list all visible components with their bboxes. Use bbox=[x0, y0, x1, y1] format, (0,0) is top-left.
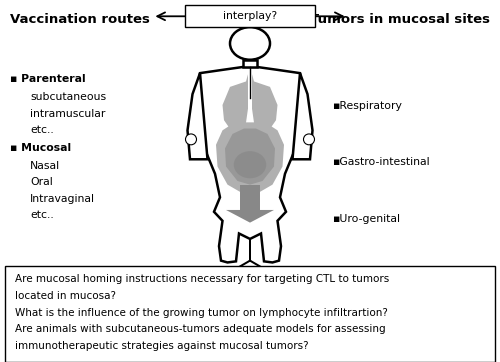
Polygon shape bbox=[243, 60, 257, 67]
Ellipse shape bbox=[304, 134, 314, 145]
Text: immunotherapeutic strategies against mucosal tumors?: immunotherapeutic strategies against muc… bbox=[15, 341, 308, 351]
Polygon shape bbox=[216, 122, 284, 192]
Text: Are mucosal homing instructions necessary for targeting CTL to tumors: Are mucosal homing instructions necessar… bbox=[15, 274, 389, 285]
Ellipse shape bbox=[234, 151, 266, 178]
Text: located in mucosa?: located in mucosa? bbox=[15, 291, 116, 301]
Text: Nasal: Nasal bbox=[30, 161, 60, 171]
Polygon shape bbox=[195, 67, 305, 262]
Text: Vaccination routes: Vaccination routes bbox=[10, 13, 150, 26]
Text: etc..: etc.. bbox=[30, 210, 54, 220]
Polygon shape bbox=[226, 210, 274, 223]
Text: etc..: etc.. bbox=[30, 125, 54, 135]
Polygon shape bbox=[222, 74, 248, 130]
FancyBboxPatch shape bbox=[5, 266, 495, 362]
Polygon shape bbox=[252, 74, 278, 130]
Polygon shape bbox=[188, 73, 208, 159]
Text: subcutaneous: subcutaneous bbox=[30, 92, 106, 102]
Text: intramuscular: intramuscular bbox=[30, 109, 106, 119]
Polygon shape bbox=[240, 185, 260, 210]
Text: ▪Gastro-intestinal: ▪Gastro-intestinal bbox=[332, 157, 430, 168]
Text: ▪ Parenteral: ▪ Parenteral bbox=[10, 74, 86, 84]
Text: What is the influence of the growing tumor on lymphocyte infiltrartion?: What is the influence of the growing tum… bbox=[15, 308, 388, 318]
Text: Are animals with subcutaneous-tumors adequate models for assessing: Are animals with subcutaneous-tumors ade… bbox=[15, 324, 386, 334]
Ellipse shape bbox=[186, 134, 196, 145]
Text: Tumors in mucosal sites: Tumors in mucosal sites bbox=[310, 13, 490, 26]
Text: ▪ Mucosal: ▪ Mucosal bbox=[10, 143, 71, 153]
Text: Oral: Oral bbox=[30, 177, 53, 188]
Polygon shape bbox=[292, 73, 312, 159]
FancyBboxPatch shape bbox=[185, 5, 315, 27]
Text: ▪Uro-genital: ▪Uro-genital bbox=[332, 214, 400, 224]
Text: Intravaginal: Intravaginal bbox=[30, 194, 95, 204]
Text: interplay?: interplay? bbox=[223, 10, 277, 21]
Polygon shape bbox=[225, 129, 275, 185]
Text: ▪Respiratory: ▪Respiratory bbox=[332, 101, 402, 111]
